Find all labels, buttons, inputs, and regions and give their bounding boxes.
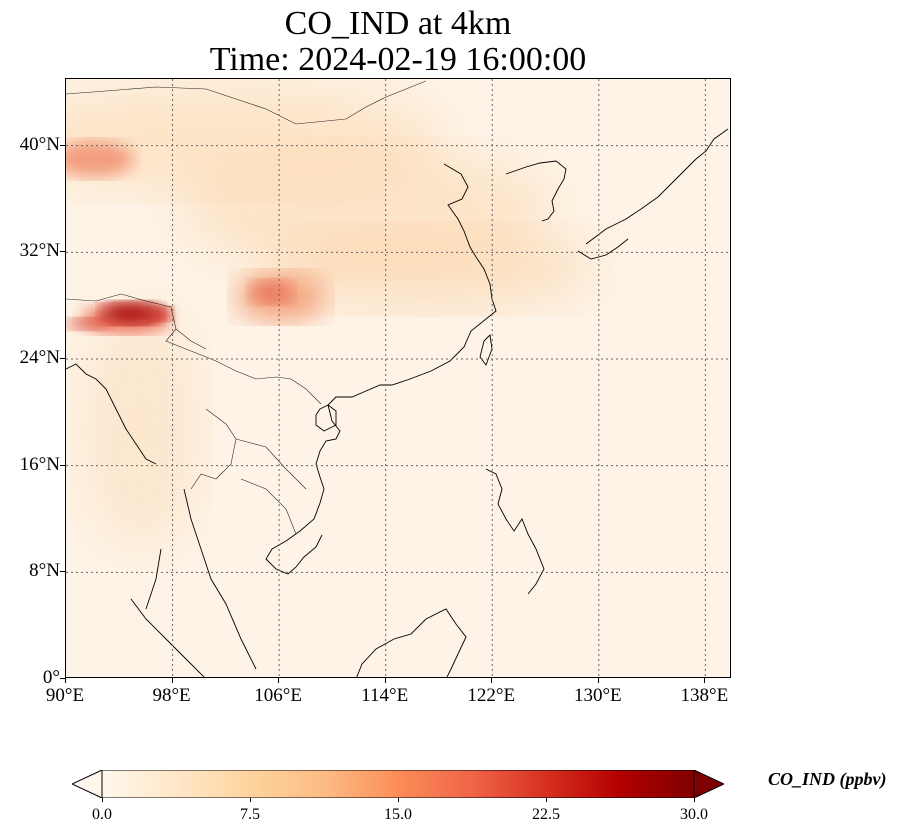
colorbar-tick-mark: [546, 798, 547, 802]
longitude-tick-label: 138°E: [680, 685, 729, 706]
longitude-tick-mark: [597, 678, 599, 683]
colorbar-extend-min: [72, 770, 103, 798]
longitude-tick-label: 122°E: [467, 685, 516, 706]
gridlines: [66, 79, 730, 677]
latitude-tick-label: 16°N: [19, 453, 60, 475]
colorbar-tick-label: 30.0: [680, 806, 708, 823]
longitude-tick-label: 130°E: [573, 685, 622, 706]
map-title: CO_IND at 4km: [284, 5, 512, 42]
latitude-tick-mark: [60, 251, 65, 253]
map-plot-area: [65, 78, 731, 678]
plume-assam: [101, 302, 161, 324]
colorbar-tick-mark: [250, 798, 251, 802]
latitude-tick-mark: [60, 464, 65, 466]
plume-tarim: [66, 141, 134, 177]
colorbar-extend-max: [693, 770, 724, 798]
longitude-tick-label: 114°E: [361, 685, 409, 706]
map-canvas: [66, 79, 730, 677]
latitude-tick-mark: [60, 358, 65, 359]
latitude-tick-label: 32°N: [19, 240, 60, 262]
latitude-tick-mark: [60, 571, 65, 573]
latitude-tick-label: 40°N: [19, 133, 60, 155]
colorbar-gradient: [101, 770, 695, 798]
longitude-tick-label: 90°E: [45, 685, 85, 706]
colorbar-title: CO_IND (ppbv): [768, 769, 887, 789]
country-borders: [66, 80, 427, 535]
coastlines: [66, 128, 729, 677]
longitude-tick-mark: [384, 678, 386, 683]
latitude-tick-mark: [60, 678, 65, 679]
concentration-field: [66, 84, 596, 549]
latitude-tick-label: 8°N: [29, 560, 60, 582]
longitude-tick-mark: [704, 678, 706, 683]
latitude-tick-label: 0°: [42, 667, 60, 688]
colorbar-tick-mark: [102, 798, 103, 802]
colorbar-tick-label: 22.5: [532, 806, 560, 823]
colorbar: [72, 770, 724, 798]
map-subtitle-time: Time: 2024-02-19 16:00:00: [209, 41, 587, 78]
colorbar-tick-label: 7.5: [240, 806, 260, 823]
longitude-tick-mark: [171, 678, 173, 683]
latitude-tick-label: 24°N: [19, 347, 60, 368]
longitude-tick-mark: [491, 678, 493, 683]
colorbar-tick-mark: [398, 798, 399, 802]
longitude-tick-label: 106°E: [254, 685, 302, 706]
colorbar-tick-label: 15.0: [384, 806, 412, 823]
latitude-tick-mark: [60, 144, 65, 146]
colorbar-tick-mark: [694, 798, 695, 802]
longitude-tick-mark: [278, 678, 280, 683]
longitude-tick-mark: [65, 678, 66, 683]
colorbar-tick-label: 0.0: [92, 806, 112, 823]
longitude-tick-label: 98°E: [152, 685, 191, 706]
